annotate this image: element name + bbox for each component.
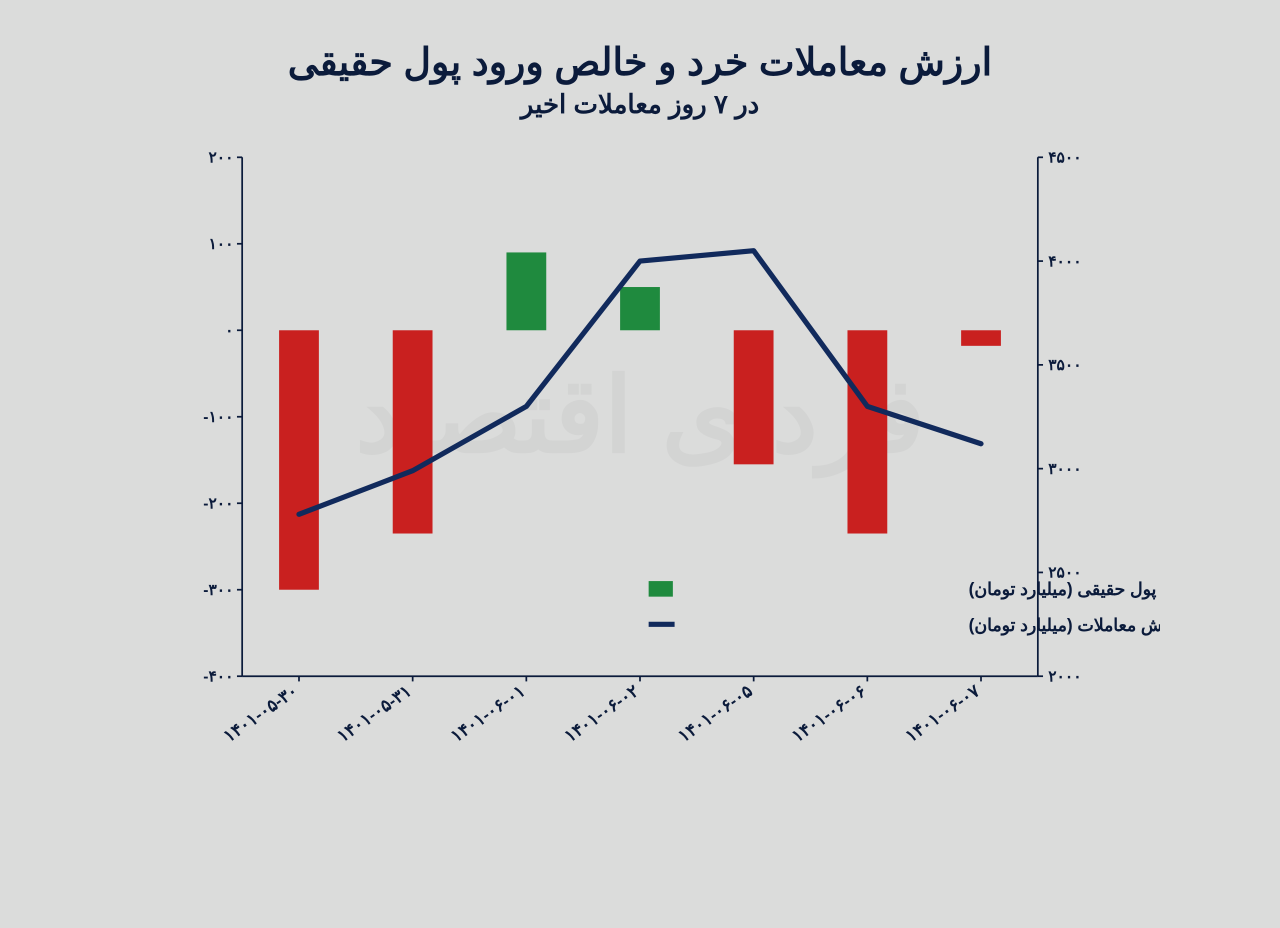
bar xyxy=(847,330,887,533)
bar xyxy=(620,287,660,330)
x-tick-label: ۱۴۰۱-۰۶-۰۷ xyxy=(902,680,984,746)
svg-text:-۲۰۰: -۲۰۰ xyxy=(203,495,233,512)
svg-text:۳۰۰۰: ۳۰۰۰ xyxy=(1048,461,1081,478)
legend-bar-label: خالص ورود پول حقیقی (میلیارد تومان) xyxy=(969,579,1160,600)
x-tick-label: ۱۴۰۱-۰۶-۰۵ xyxy=(674,680,756,746)
chart-subtitle: در ۷ روز معاملات اخیر xyxy=(40,89,1240,120)
legend: خالص ورود پول حقیقی (میلیارد تومان) ارزش… xyxy=(649,579,1160,636)
bar xyxy=(961,330,1001,346)
svg-text:۰: ۰ xyxy=(225,322,233,339)
svg-text:۴۰۰۰: ۴۰۰۰ xyxy=(1048,253,1081,270)
y-left-ticks: ۲۰۰ ۱۰۰ ۰ -۱۰۰ -۲۰۰ -۳۰۰ -۴۰۰ xyxy=(203,149,242,685)
svg-text:۲۰۰: ۲۰۰ xyxy=(208,149,233,166)
x-tick-label: ۱۴۰۱-۰۶-۰۱ xyxy=(447,680,529,746)
chart-svg: فردای اقتصاد ۲۰۰ ۱۰۰ ۰ -۱۰۰ -۲۰۰ xyxy=(120,140,1160,780)
svg-text:-۱۰۰: -۱۰۰ xyxy=(203,409,233,426)
chart-titles: ارزش معاملات خرد و خالص ورود پول حقیقی د… xyxy=(40,40,1240,120)
chart-title: ارزش معاملات خرد و خالص ورود پول حقیقی xyxy=(40,40,1240,85)
svg-text:۲۰۰۰: ۲۰۰۰ xyxy=(1048,668,1081,685)
bar xyxy=(279,330,319,589)
x-ticks-group: ۱۴۰۱-۰۵-۳۰ ۱۴۰۱-۰۵-۳۱ ۱۴۰۱-۰۶-۰۱ ۱۴۰۱-۰۶-۰۲… xyxy=(220,676,984,746)
x-tick-label: ۱۴۰۱-۰۶-۰۲ xyxy=(561,680,643,746)
svg-text:-۳۰۰: -۳۰۰ xyxy=(203,582,233,599)
x-tick-label: ۱۴۰۱-۰۶-۰۶ xyxy=(788,680,870,746)
x-tick-label: ۱۴۰۱-۰۵-۳۱ xyxy=(333,680,415,746)
x-tick-label: ۱۴۰۱-۰۵-۳۰ xyxy=(220,680,302,746)
bar xyxy=(506,252,546,330)
bar xyxy=(734,330,774,464)
bar xyxy=(393,330,433,533)
svg-text:۴۵۰۰: ۴۵۰۰ xyxy=(1048,149,1081,166)
svg-text:۱۰۰: ۱۰۰ xyxy=(208,236,233,253)
y-right-ticks: ۴۵۰۰ ۴۰۰۰ ۳۵۰۰ ۳۰۰۰ ۲۵۰۰ ۲۰۰۰ xyxy=(1038,149,1082,685)
svg-text:-۴۰۰: -۴۰۰ xyxy=(203,668,233,685)
legend-bar-swatch xyxy=(649,581,673,597)
svg-text:۳۵۰۰: ۳۵۰۰ xyxy=(1048,357,1081,374)
watermark-text: فردای اقتصاد xyxy=(355,357,925,479)
legend-line-label: ارزش معاملات (میلیارد تومان) xyxy=(969,615,1160,636)
chart-container: ارزش معاملات خرد و خالص ورود پول حقیقی د… xyxy=(40,40,1240,900)
